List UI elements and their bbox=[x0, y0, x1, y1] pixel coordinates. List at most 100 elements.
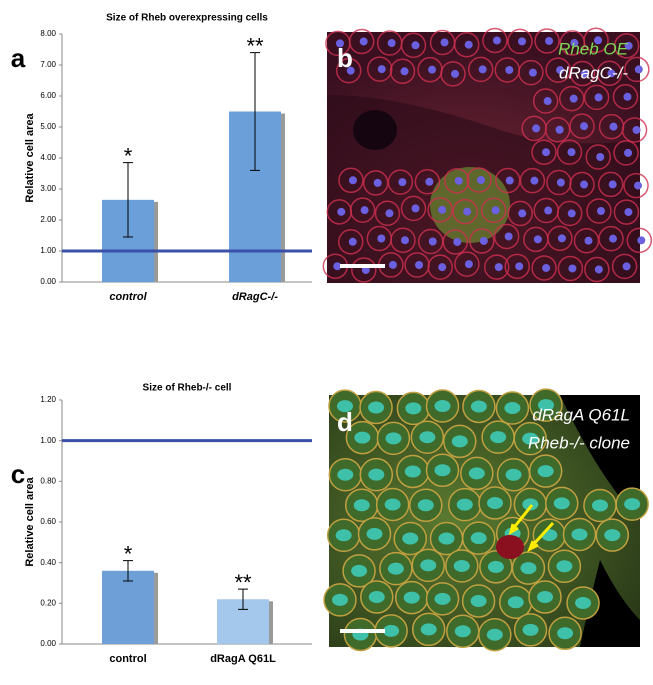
cell-outline bbox=[597, 171, 624, 198]
cell-outline bbox=[556, 139, 583, 165]
cell-outline bbox=[583, 27, 609, 54]
cell-outline bbox=[531, 139, 557, 165]
nucleus bbox=[454, 176, 463, 185]
nucleus bbox=[505, 65, 514, 74]
nucleus bbox=[542, 263, 551, 272]
cell-outline bbox=[349, 197, 376, 223]
nucleus bbox=[594, 36, 603, 45]
nucleus bbox=[537, 399, 554, 412]
nucleus bbox=[383, 624, 400, 637]
cell-outline bbox=[400, 32, 427, 59]
cell-outline bbox=[518, 59, 544, 86]
nucleus bbox=[568, 264, 577, 273]
nucleus bbox=[609, 234, 618, 243]
chart-title: Size of Rheb-/- cell bbox=[143, 383, 232, 394]
nucleus bbox=[632, 125, 641, 134]
y-tick-label: 6.00 bbox=[40, 91, 56, 100]
cell-outline bbox=[453, 31, 480, 58]
caption: Rheb-/- clone bbox=[528, 433, 630, 452]
nucleus bbox=[377, 65, 386, 74]
panel-label: d bbox=[337, 407, 353, 437]
nucleus bbox=[415, 261, 424, 270]
nucleus bbox=[400, 67, 409, 76]
y-tick-label: 5.00 bbox=[40, 122, 56, 131]
cell-outline bbox=[626, 227, 653, 254]
nucleus bbox=[377, 234, 386, 243]
nucleus bbox=[494, 263, 503, 272]
nucleus bbox=[398, 178, 407, 187]
nucleus bbox=[434, 592, 451, 605]
nucleus bbox=[434, 399, 451, 412]
cell-outline bbox=[583, 84, 610, 111]
nucleus bbox=[385, 209, 394, 218]
nucleus bbox=[557, 234, 566, 243]
nucleus bbox=[522, 623, 539, 636]
nucleus bbox=[337, 468, 354, 481]
nucleus bbox=[454, 625, 471, 638]
nucleus bbox=[555, 125, 564, 134]
nucleus bbox=[515, 262, 524, 271]
nucleus bbox=[404, 465, 421, 478]
nucleus bbox=[464, 40, 473, 49]
y-tick-label: 0.80 bbox=[40, 476, 56, 485]
nucleus bbox=[604, 529, 621, 542]
cell-outline bbox=[611, 253, 638, 280]
cell-outline bbox=[374, 200, 401, 227]
nucleus bbox=[545, 36, 554, 45]
panel-label: c bbox=[11, 459, 25, 489]
nucleus bbox=[492, 36, 501, 45]
y-axis-label: Relative cell area bbox=[24, 476, 36, 566]
error-bar bbox=[123, 162, 133, 238]
nucleus bbox=[403, 591, 420, 604]
nucleus bbox=[411, 204, 420, 213]
nucleus bbox=[522, 498, 539, 511]
nucleus bbox=[464, 260, 473, 269]
nucleus bbox=[337, 207, 346, 216]
nucleus bbox=[530, 176, 539, 185]
cell-outline bbox=[507, 200, 533, 227]
background bbox=[560, 395, 640, 520]
nucleus bbox=[351, 564, 368, 577]
bar bbox=[102, 570, 154, 644]
nucleus bbox=[634, 181, 643, 190]
cell-outline bbox=[348, 28, 375, 55]
cell-outline bbox=[598, 225, 624, 252]
nucleus bbox=[556, 560, 573, 573]
nucleus bbox=[346, 66, 355, 75]
background bbox=[580, 560, 640, 647]
panel-label: b bbox=[337, 43, 353, 73]
significance: ** bbox=[234, 570, 252, 595]
cell-outline bbox=[544, 116, 571, 143]
cell-outline bbox=[613, 33, 640, 59]
cell-outline bbox=[596, 60, 623, 87]
nucleus bbox=[580, 122, 589, 131]
caption: dRagC-/- bbox=[559, 63, 628, 82]
nucleus bbox=[594, 265, 603, 274]
cells bbox=[322, 27, 653, 283]
nucleus bbox=[570, 38, 579, 47]
nucleus bbox=[567, 148, 576, 157]
nucleus bbox=[580, 180, 589, 189]
nucleus bbox=[368, 468, 385, 481]
nucleus bbox=[557, 627, 574, 640]
nucleus bbox=[505, 468, 522, 481]
nucleus bbox=[607, 69, 616, 78]
nucleus bbox=[507, 596, 524, 609]
cell-outline bbox=[507, 28, 533, 55]
nucleus bbox=[596, 206, 605, 215]
significance: * bbox=[124, 143, 133, 168]
x-tick-label: dRagA Q61L bbox=[210, 653, 276, 665]
nucleus bbox=[569, 94, 578, 103]
nucleus bbox=[533, 235, 542, 244]
nucleus bbox=[487, 497, 504, 510]
cell-outline bbox=[613, 199, 640, 225]
cell-outline bbox=[427, 254, 453, 280]
nucleus bbox=[624, 41, 633, 50]
nucleus bbox=[440, 38, 449, 47]
nucleus bbox=[387, 562, 404, 575]
caption: dRagA Q61L bbox=[532, 405, 630, 424]
nucleus bbox=[453, 237, 462, 246]
nucleus bbox=[336, 400, 353, 413]
nucleus bbox=[366, 527, 383, 540]
cell-outline bbox=[338, 167, 364, 194]
